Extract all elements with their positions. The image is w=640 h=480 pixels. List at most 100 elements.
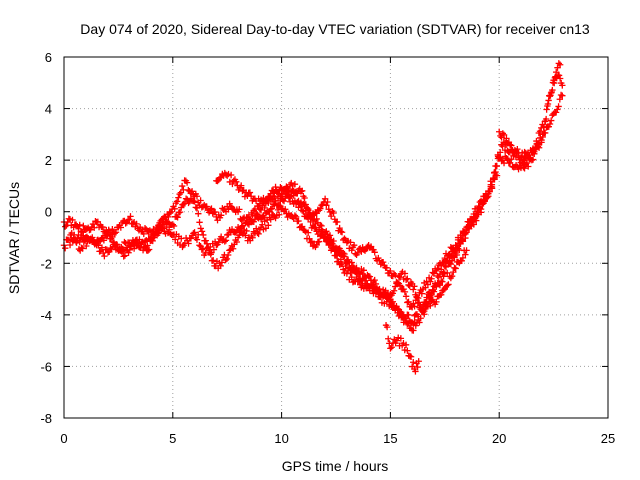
data-point [295,217,302,225]
data-point [415,358,422,365]
data-point [207,251,214,258]
data-point [275,211,283,218]
data-point [266,195,273,202]
data-point [120,253,127,260]
data-point [556,96,564,103]
data-point [397,335,405,342]
axis-ticks: 0 5 10 15 20 25 -8 -6 -4 -2 0 2 4 6 [40,50,615,446]
data-point [410,359,417,366]
data-point [198,228,206,235]
y-tick-label: -8 [40,411,52,426]
data-point [331,248,338,255]
data-point [559,82,566,89]
y-tick-label: 4 [45,102,52,117]
data-point [503,141,510,148]
data-point [176,208,184,216]
x-tick-label: 25 [601,431,615,446]
data-point [419,306,427,313]
data-point [549,86,556,94]
data-point [435,274,442,281]
data-point [242,219,249,227]
data-point [401,288,409,296]
data-point [301,194,308,202]
data-point [282,206,289,213]
data-point [261,204,268,212]
data-point [336,224,343,232]
data-point [359,275,366,283]
data-point [495,153,503,161]
data-point [396,274,404,281]
data-point [253,209,260,217]
data-point [506,159,514,166]
data-point [135,240,142,247]
data-point [547,89,555,97]
data-point [238,223,245,230]
data-point [210,257,217,264]
data-point [334,218,341,226]
data-point [372,289,380,297]
data-point [433,282,440,290]
data-point [532,144,539,151]
y-tick-label: 6 [45,50,52,65]
data-point [543,106,550,113]
data-point [521,157,528,164]
data-point [387,267,394,275]
data-point [97,237,104,245]
data-point [190,191,197,198]
data-point [538,139,545,146]
data-point [257,206,265,214]
data-point [80,222,87,230]
data-point [555,72,563,79]
data-point [317,205,324,212]
data-point [434,265,441,272]
data-point [298,223,306,230]
plot-frame [63,56,609,419]
data-point [415,299,423,306]
data-point [233,238,241,246]
data-point [175,194,182,201]
data-point [188,188,196,195]
data-point [329,244,336,251]
data-point [394,279,401,286]
data-point [208,205,215,212]
data-point [416,319,423,326]
grid-lines [64,57,608,418]
data-point [404,347,411,354]
data-point [326,240,334,247]
data-point [360,267,368,274]
data-point [178,204,185,211]
data-point [324,198,331,206]
data-point [100,237,108,244]
data-point [353,264,360,272]
data-point [447,252,455,260]
data-point [338,260,346,268]
data-point [172,236,179,243]
data-point [415,313,422,320]
data-point [131,241,138,249]
data-point [553,68,560,76]
data-point [383,323,391,331]
data-point [288,179,295,187]
data-point [197,225,204,232]
data-point [393,337,401,344]
data-point [101,252,108,260]
data-point [477,205,485,213]
data-point [62,223,69,230]
data-point [108,245,115,253]
data-point [371,276,378,284]
data-point [240,227,248,234]
data-point [103,232,110,240]
data-point [300,208,307,215]
data-point [323,228,330,235]
data-point [405,298,412,306]
data-point [306,213,313,220]
y-tick-label: -4 [40,308,52,323]
data-point [440,286,447,294]
data-point [78,244,85,252]
data-point [371,249,378,256]
data-point [507,146,515,153]
data-point [423,294,430,301]
data-point [215,239,222,246]
data-point [557,91,565,99]
